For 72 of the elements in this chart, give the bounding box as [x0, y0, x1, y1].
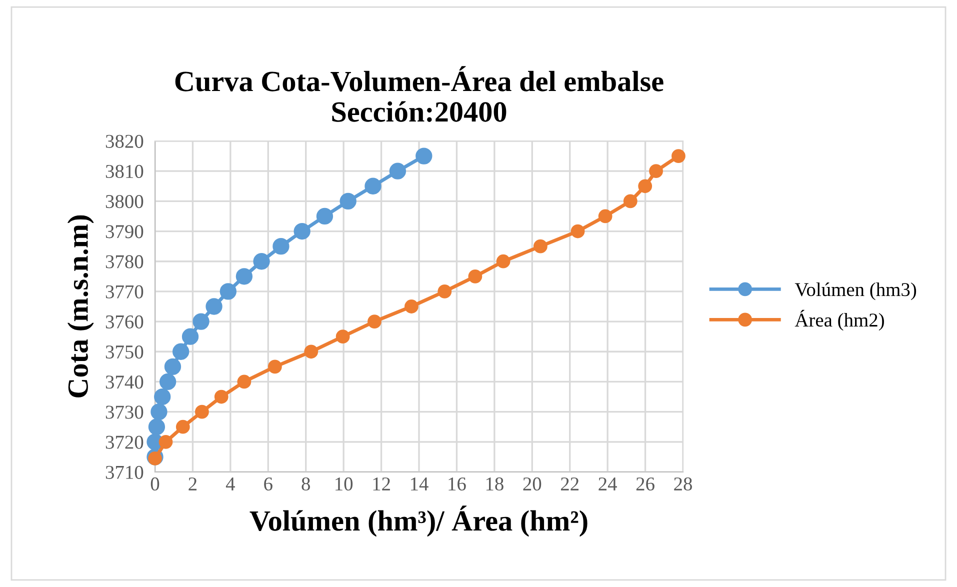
point [340, 192, 356, 210]
x-tick-label: 20 [523, 477, 542, 491]
x-tick-label: 4 [226, 478, 235, 490]
point [598, 209, 612, 224]
point [623, 194, 638, 208]
point [416, 148, 432, 164]
point [649, 164, 663, 178]
point [336, 330, 350, 344]
legend-label: Área (hm2) [794, 310, 884, 331]
point [496, 254, 510, 268]
point [468, 269, 482, 284]
point [206, 298, 222, 315]
point [638, 179, 652, 194]
point [214, 390, 228, 404]
legend-label: Volúmen (hm3) [794, 282, 916, 300]
x-tick-label: 16 [448, 477, 466, 491]
y-tick-label: 3780 [106, 255, 144, 268]
point [304, 344, 318, 359]
y-tick-label: 3760 [106, 315, 144, 328]
y-tick-label: 3790 [106, 225, 144, 238]
y-tick-label: 3730 [106, 406, 144, 419]
point [533, 239, 548, 254]
point [570, 224, 585, 238]
point [672, 149, 686, 163]
x-tick-label: 12 [373, 477, 390, 490]
x-tick-label: 28 [674, 477, 692, 491]
point [195, 404, 209, 419]
x-tick-label: 0 [150, 477, 160, 491]
x-axis-title: Volúmen (hm³)/ Área (hm²) [250, 506, 588, 537]
point [159, 373, 176, 390]
x-tick-label: 14 [410, 478, 428, 490]
point [294, 222, 310, 240]
point [164, 358, 182, 376]
point [316, 208, 334, 225]
point [148, 418, 166, 436]
x-tick-label: 24 [598, 477, 617, 490]
point [176, 420, 190, 434]
y-tick-label: 3800 [106, 195, 144, 208]
y-tick-label: 3720 [106, 436, 144, 449]
point [272, 238, 290, 255]
point [148, 452, 162, 466]
y-tick-label: 3770 [106, 285, 144, 298]
point [182, 328, 199, 345]
point [364, 178, 382, 194]
y-tick-label: 3820 [106, 134, 144, 148]
point [172, 343, 190, 360]
x-tick-label: 6 [264, 477, 272, 491]
point [268, 360, 282, 374]
x-tick-label: 8 [302, 477, 310, 491]
point [154, 388, 171, 406]
y-tick-label: 3710 [106, 466, 144, 479]
point [236, 268, 253, 285]
chart-title: Curva Cota-Volumen-Área del embalse Sección:20400 [175, 66, 664, 122]
x-tick-label: 18 [486, 477, 504, 491]
y-tick-label: 3750 [106, 345, 144, 359]
y-tick-label: 3740 [106, 376, 144, 389]
y-axis-title: Cota (m.s.n.m) [67, 215, 94, 398]
point [389, 162, 406, 180]
point [192, 313, 210, 330]
point [237, 374, 252, 389]
x-tick-label: 22 [560, 477, 579, 490]
point [438, 284, 452, 298]
x-tick-label: 2 [188, 477, 197, 490]
point [404, 300, 418, 314]
point [158, 434, 173, 449]
point [150, 403, 168, 420]
point [220, 283, 236, 300]
point [253, 253, 270, 270]
point [368, 314, 382, 328]
x-tick-label: 26 [636, 477, 654, 491]
y-tick-label: 3810 [106, 164, 144, 178]
x-tick-label: 10 [336, 477, 353, 491]
